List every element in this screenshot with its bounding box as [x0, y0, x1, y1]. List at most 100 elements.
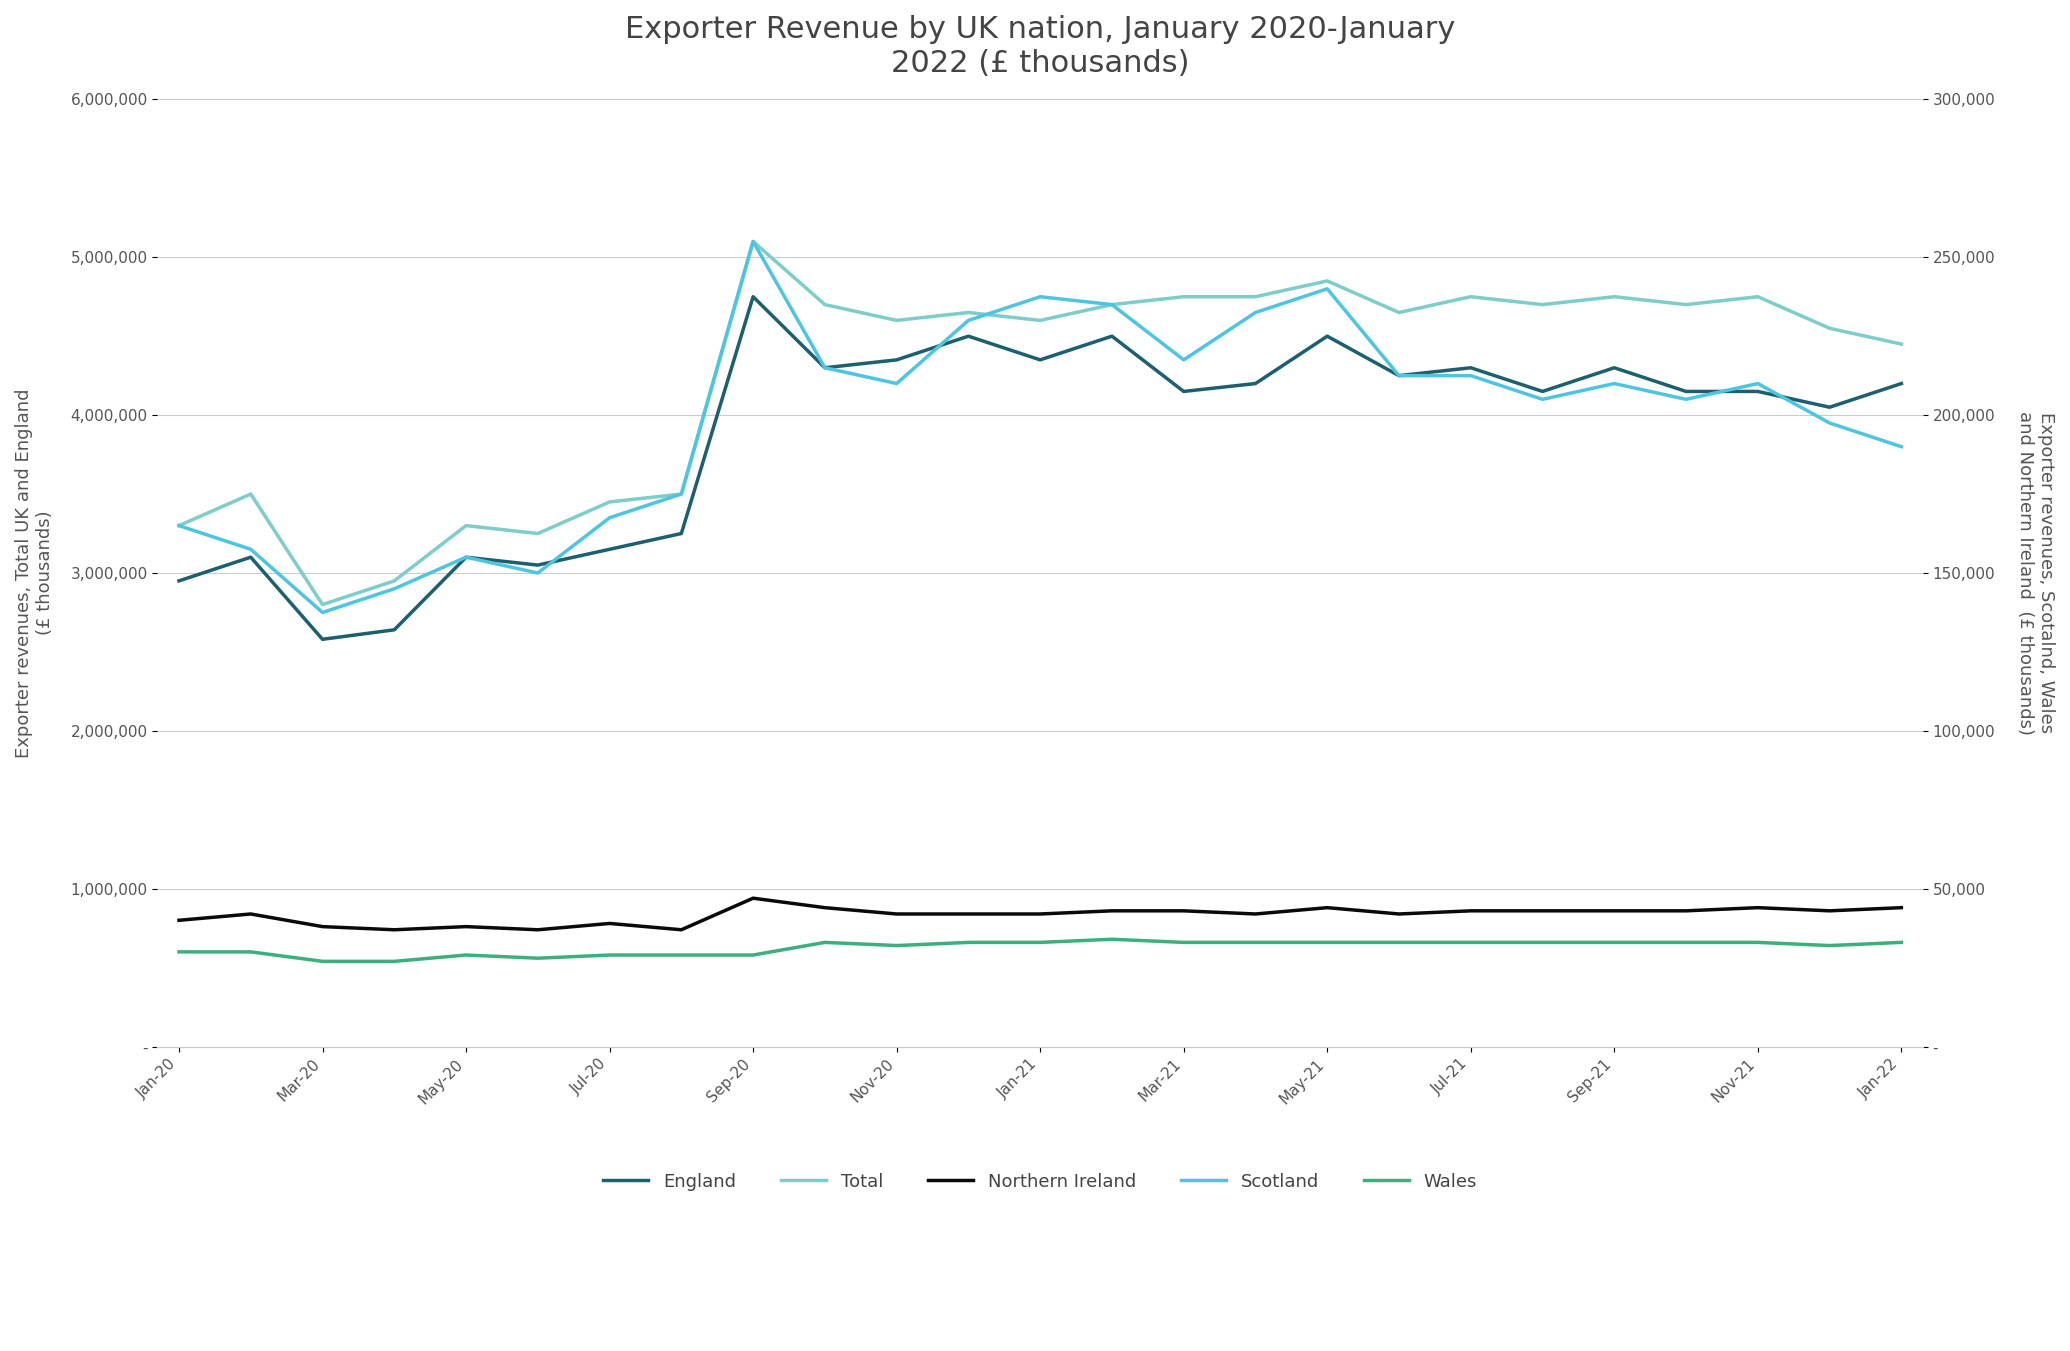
Wales — [1314, 935, 1339, 951]
Northern Ireland — [1675, 902, 1699, 919]
Total — [884, 312, 909, 328]
Northern Ireland — [811, 900, 836, 916]
Scotland — [1027, 289, 1052, 305]
Wales — [596, 947, 621, 963]
Total — [1099, 296, 1124, 312]
Legend: England, Total, Northern Ireland, Scotland, Wales: England, Total, Northern Ireland, Scotla… — [596, 1166, 1484, 1198]
Northern Ireland — [1530, 902, 1555, 919]
Scotland — [669, 486, 693, 503]
Northern Ireland — [453, 919, 478, 935]
Scotland — [1675, 392, 1699, 408]
England — [811, 359, 836, 376]
Wales — [381, 954, 406, 970]
Scotland — [166, 517, 190, 534]
Total — [1172, 289, 1196, 305]
Scotland — [1314, 281, 1339, 297]
England — [238, 549, 263, 565]
Northern Ireland — [884, 907, 909, 923]
Scotland — [381, 581, 406, 597]
Scotland — [884, 376, 909, 392]
Northern Ireland — [310, 919, 335, 935]
Northern Ireland — [1387, 907, 1412, 923]
Scotland — [238, 542, 263, 558]
England — [166, 573, 190, 589]
Northern Ireland — [1027, 907, 1052, 923]
Northern Ireland — [1602, 902, 1627, 919]
Total — [1314, 273, 1339, 289]
England — [1244, 376, 1269, 392]
England — [1745, 384, 1770, 400]
Total — [1387, 304, 1412, 320]
Northern Ireland — [238, 907, 263, 923]
England — [526, 557, 551, 573]
Scotland — [596, 509, 621, 526]
Total — [811, 296, 836, 312]
Northern Ireland — [1745, 900, 1770, 916]
Line: Total: Total — [178, 242, 1902, 604]
Northern Ireland — [1817, 902, 1842, 919]
England — [1602, 359, 1627, 376]
Northern Ireland — [669, 921, 693, 938]
Total — [381, 573, 406, 589]
Wales — [741, 947, 766, 963]
Wales — [1602, 935, 1627, 951]
England — [1459, 359, 1484, 376]
Wales — [1745, 935, 1770, 951]
England — [1890, 376, 1915, 392]
Scotland — [1244, 304, 1269, 320]
Total — [741, 234, 766, 250]
Scotland — [1745, 376, 1770, 392]
Total — [1817, 320, 1842, 336]
Total — [596, 494, 621, 511]
Wales — [1675, 935, 1699, 951]
Total — [1244, 289, 1269, 305]
Wales — [1459, 935, 1484, 951]
England — [381, 621, 406, 638]
Scotland — [1387, 367, 1412, 384]
Total — [1675, 296, 1699, 312]
Wales — [1172, 935, 1196, 951]
Line: Northern Ireland: Northern Ireland — [178, 898, 1902, 929]
Wales — [1244, 935, 1269, 951]
England — [741, 289, 766, 305]
Scotland — [1099, 296, 1124, 312]
England — [1172, 384, 1196, 400]
Northern Ireland — [956, 907, 981, 923]
Total — [956, 304, 981, 320]
Total — [1459, 289, 1484, 305]
Wales — [310, 954, 335, 970]
Scotland — [1172, 351, 1196, 367]
England — [1675, 384, 1699, 400]
Northern Ireland — [1099, 902, 1124, 919]
Wales — [166, 944, 190, 961]
Wales — [526, 950, 551, 966]
England — [669, 526, 693, 542]
Scotland — [741, 234, 766, 250]
Wales — [956, 935, 981, 951]
Scotland — [1817, 415, 1842, 431]
Wales — [238, 944, 263, 961]
Scotland — [811, 359, 836, 376]
Line: Wales: Wales — [178, 939, 1902, 962]
Total — [1027, 312, 1052, 328]
Total — [238, 486, 263, 503]
Y-axis label: Exporter revenues, Total UK and England
(£ thousands): Exporter revenues, Total UK and England … — [14, 388, 54, 758]
Northern Ireland — [526, 921, 551, 938]
Total — [1745, 289, 1770, 305]
Line: Scotland: Scotland — [178, 242, 1902, 612]
Scotland — [453, 549, 478, 565]
Total — [166, 517, 190, 534]
England — [1387, 367, 1412, 384]
Scotland — [956, 312, 981, 328]
Wales — [884, 938, 909, 954]
Wales — [1890, 935, 1915, 951]
Scotland — [1530, 392, 1555, 408]
England — [1314, 328, 1339, 345]
Scotland — [1602, 376, 1627, 392]
England — [884, 351, 909, 367]
Wales — [1027, 935, 1052, 951]
Total — [310, 596, 335, 612]
Scotland — [1459, 367, 1484, 384]
Scotland — [1890, 439, 1915, 455]
Scotland — [526, 565, 551, 581]
